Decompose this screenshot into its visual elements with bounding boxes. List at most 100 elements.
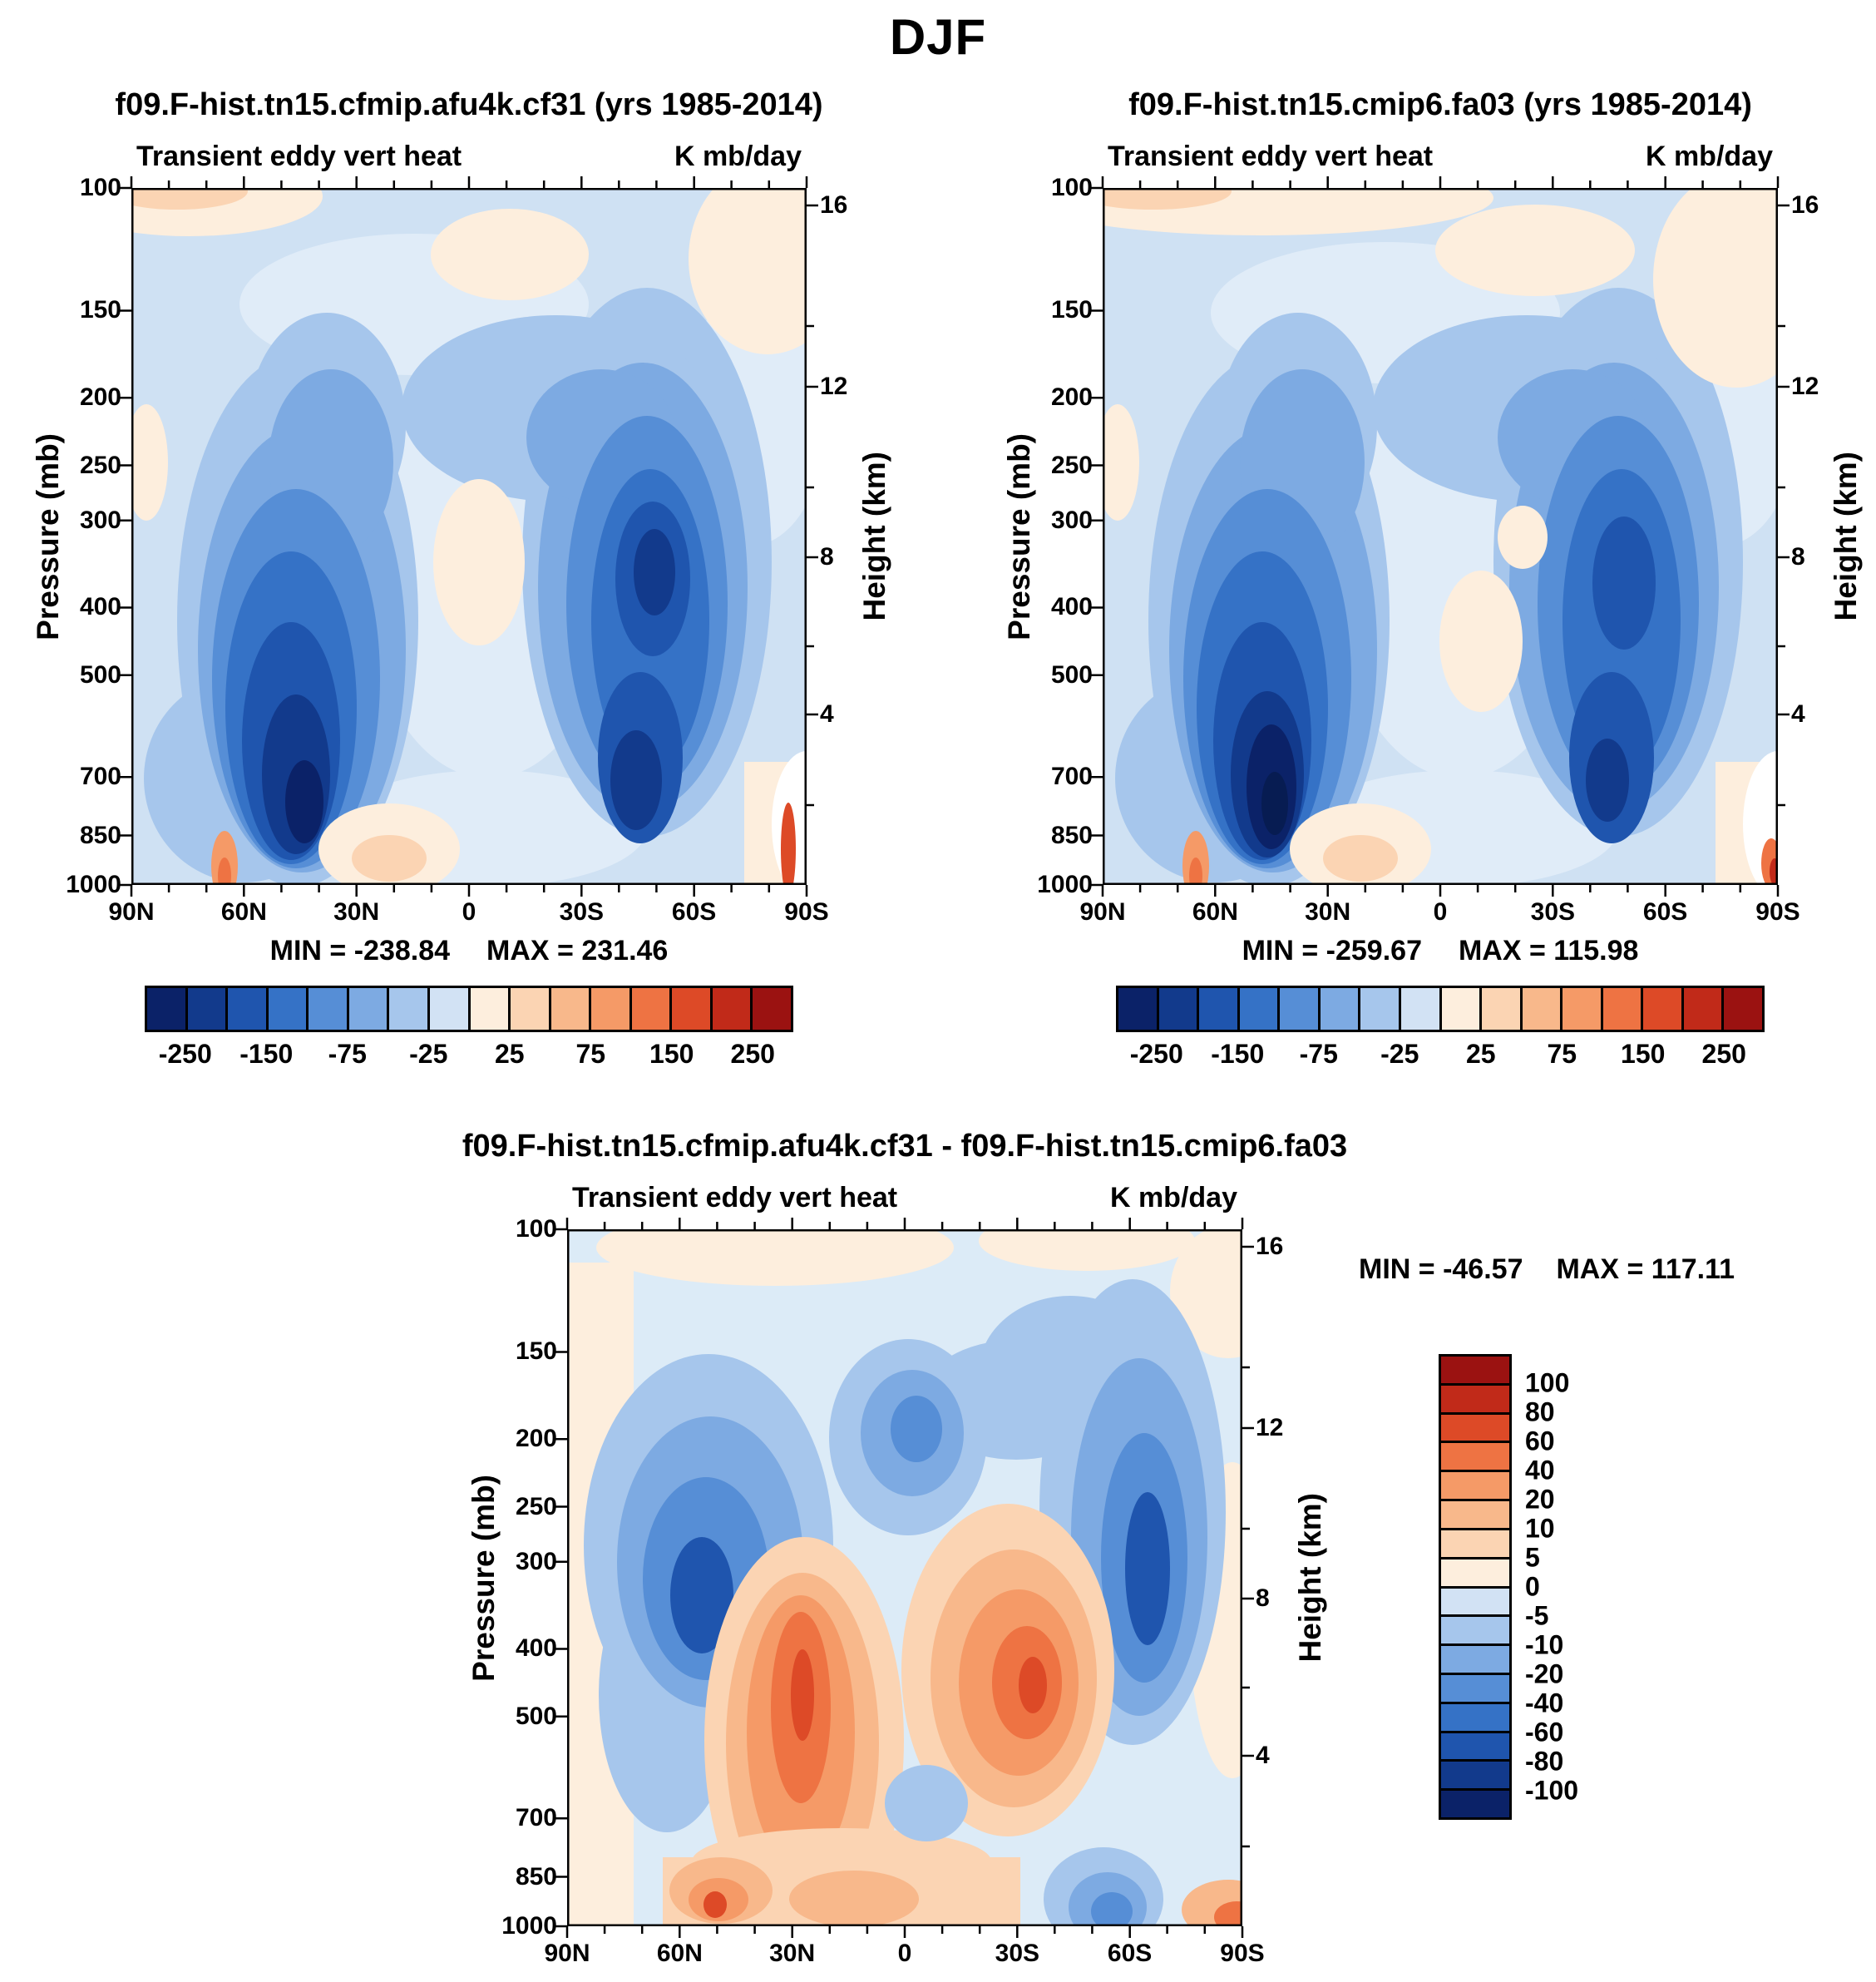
colorbar-tick-label: 75 bbox=[575, 1039, 606, 1069]
colorbar-cell bbox=[1441, 1646, 1509, 1675]
colorbar-tick-labels-model-a: -250 -150 -75 -25 25 75 150 250 bbox=[145, 1039, 793, 1075]
pressure-tick-label: 400 bbox=[515, 1634, 557, 1663]
colorbar-tick-label: 20 bbox=[1525, 1484, 1555, 1515]
pressure-tick-labels: 100 150 200 250 300 400 500 700 850 1000 bbox=[1037, 174, 1103, 898]
pressure-tick-label: 1000 bbox=[66, 871, 121, 898]
max-stat: MAX = 115.98 bbox=[1458, 935, 1639, 966]
latitude-tick-label: 30S bbox=[559, 898, 605, 926]
pressure-axis-title: Pressure (mb) bbox=[31, 432, 65, 640]
min-stat: MIN = -259.67 bbox=[1242, 935, 1422, 966]
colorbar-tick-label: -250 bbox=[158, 1039, 212, 1069]
max-stat: MAX = 117.11 bbox=[1556, 1253, 1735, 1285]
colorbar-cell bbox=[1724, 988, 1762, 1030]
colorbar-cell bbox=[1441, 1443, 1509, 1473]
colorbar-difference bbox=[1439, 1354, 1512, 1820]
colorbar-cell bbox=[1441, 1501, 1509, 1530]
pressure-tick-label: 400 bbox=[1050, 593, 1093, 621]
colorbar-cell bbox=[1441, 1617, 1509, 1647]
pressure-tick-label: 500 bbox=[515, 1702, 557, 1730]
height-tick-label: 12 bbox=[820, 372, 848, 400]
max-stat: MAX = 231.46 bbox=[486, 935, 669, 966]
colorbar-tick-label: 25 bbox=[494, 1039, 525, 1069]
colorbar-tick-label: 250 bbox=[730, 1039, 775, 1069]
colorbar-cell bbox=[389, 988, 430, 1030]
pressure-tick-labels: 100 150 200 250 300 400 500 700 850 1000 bbox=[501, 1215, 567, 1940]
colorbar-tick-label: -25 bbox=[1380, 1039, 1419, 1069]
colorbar-cell bbox=[753, 988, 791, 1030]
colorbar-cell bbox=[1441, 1357, 1509, 1386]
pressure-tick-label: 700 bbox=[515, 1804, 557, 1832]
min-stat: MIN = -238.84 bbox=[269, 935, 451, 966]
pressure-tick-label: 850 bbox=[515, 1862, 557, 1891]
colorbar-cell bbox=[1280, 988, 1321, 1030]
latitude-tick-labels: 90N 60N 30N 0 30S 60S 90S bbox=[1079, 885, 1799, 927]
colorbar-cell bbox=[1400, 988, 1442, 1030]
height-tick-label: 16 bbox=[1256, 1232, 1284, 1260]
colorbar-cell bbox=[470, 988, 511, 1030]
contour-plot-difference: 90N 60N 30N 0 30S 60S 90S bbox=[544, 1218, 1265, 1967]
colorbar-tick-label: 60 bbox=[1525, 1426, 1555, 1456]
colorbar-cell bbox=[268, 988, 309, 1030]
pressure-tick-label: 100 bbox=[79, 174, 121, 201]
panel-difference: f09.F-hist.tn15.cfmip.afu4k.cf31 - f09.F… bbox=[462, 1129, 1347, 1967]
colorbar-tick-label: 150 bbox=[1621, 1039, 1666, 1069]
panel-title-difference: f09.F-hist.tn15.cfmip.afu4k.cf31 - f09.F… bbox=[462, 1129, 1348, 1164]
colorbar-tick-label: 10 bbox=[1525, 1513, 1555, 1544]
colorbar-cell bbox=[1522, 988, 1563, 1030]
colorbar-cell bbox=[1441, 1559, 1509, 1589]
units-label: K mb/day bbox=[674, 141, 802, 172]
colorbar-cell bbox=[1441, 1791, 1509, 1817]
pressure-tick-label: 300 bbox=[515, 1547, 557, 1575]
colorbar-cell bbox=[1441, 1762, 1509, 1792]
latitude-tick-label: 90N bbox=[544, 1940, 590, 1967]
latitude-tick-labels: 90N 60N 30N 0 30S 60S 90S bbox=[108, 885, 828, 927]
latitude-tick-label: 0 bbox=[1433, 898, 1448, 926]
colorbar-tick-label: 5 bbox=[1525, 1542, 1540, 1573]
colorbar-tick-label: 100 bbox=[1525, 1367, 1570, 1398]
pressure-tick-label: 200 bbox=[79, 383, 121, 412]
colorbar-tick-label: -25 bbox=[409, 1039, 448, 1069]
colorbar-tick-label: 150 bbox=[649, 1039, 694, 1069]
latitude-tick-label: 90S bbox=[1220, 1940, 1265, 1967]
panel-model-a: f09.F-hist.tn15.cfmip.afu4k.cf31 (yrs 19… bbox=[30, 87, 893, 1075]
height-tick-label: 8 bbox=[1791, 543, 1805, 571]
pressure-tick-label: 150 bbox=[1050, 296, 1093, 324]
contour-plot-model-b: 90N 60N 30N 0 30S 60S 90S bbox=[1079, 176, 1800, 926]
field-name-label: Transient eddy vert heat bbox=[136, 141, 462, 172]
height-tick-label: 4 bbox=[1791, 699, 1805, 728]
colorbar-cell bbox=[1239, 988, 1281, 1030]
latitude-tick-labels: 90N 60N 30N 0 30S 60S 90S bbox=[544, 1926, 1264, 1968]
pressure-tick-labels: 100 150 200 250 300 400 500 700 850 1000 bbox=[66, 174, 131, 898]
pressure-tick-label: 200 bbox=[515, 1425, 557, 1453]
colorbar-model-b bbox=[1116, 986, 1765, 1032]
colorbar-cell bbox=[348, 988, 390, 1030]
pressure-tick-label: 300 bbox=[1050, 506, 1093, 534]
pressure-tick-label: 250 bbox=[515, 1492, 557, 1520]
pressure-tick-label: 700 bbox=[79, 763, 121, 791]
colorbar-cell bbox=[1441, 1472, 1509, 1502]
latitude-tick-label: 30S bbox=[1530, 898, 1576, 926]
height-tick-label: 4 bbox=[1256, 1741, 1270, 1769]
panel-model-b: f09.F-hist.tn15.cmip6.fa03 (yrs 1985-201… bbox=[1001, 87, 1864, 1075]
height-tick-label: 12 bbox=[1791, 372, 1819, 400]
height-tick-label: 8 bbox=[1256, 1584, 1270, 1613]
colorbar-tick-label: -5 bbox=[1525, 1600, 1549, 1631]
colorbar-cell bbox=[1441, 1674, 1509, 1704]
colorbar-tick-label: 75 bbox=[1547, 1039, 1577, 1069]
colorbar-cell bbox=[1158, 988, 1200, 1030]
contour-plot-model-a: 90N 60N 30N 0 30S 60S 90S bbox=[108, 176, 829, 926]
latitude-tick-label: 30N bbox=[333, 898, 380, 926]
height-tick-label: 16 bbox=[1791, 190, 1819, 219]
colorbar-tick-label: -10 bbox=[1525, 1629, 1564, 1660]
colorbar-cell bbox=[1441, 988, 1483, 1030]
pressure-tick-label: 1000 bbox=[501, 1912, 557, 1940]
top-panel-row: f09.F-hist.tn15.cfmip.afu4k.cf31 (yrs 19… bbox=[0, 87, 1876, 1075]
pressure-tick-label: 400 bbox=[79, 593, 121, 621]
latitude-tick-label: 60N bbox=[1192, 898, 1238, 926]
pressure-tick-label: 150 bbox=[515, 1337, 557, 1366]
pressure-axis-title: Pressure (mb) bbox=[1002, 432, 1036, 640]
height-tick-labels: 16 12 8 4 bbox=[1242, 1229, 1292, 1926]
latitude-tick-label: 30N bbox=[769, 1940, 816, 1967]
difference-row: f09.F-hist.tn15.cfmip.afu4k.cf31 - f09.F… bbox=[0, 1129, 1876, 1967]
